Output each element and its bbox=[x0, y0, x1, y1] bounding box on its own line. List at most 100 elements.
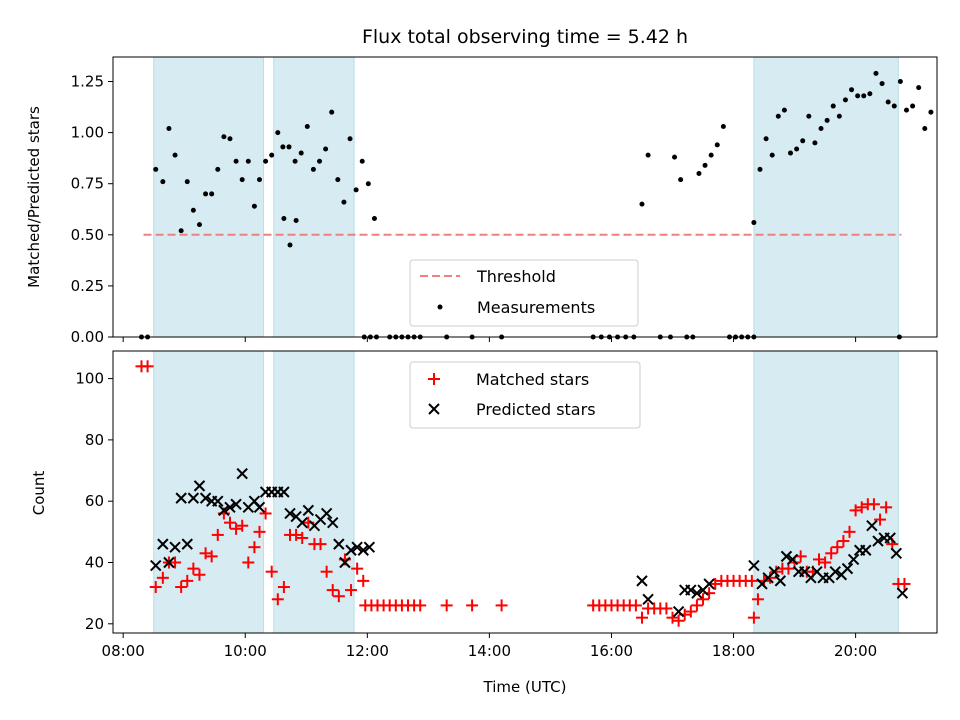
matched-star-point bbox=[223, 516, 236, 529]
measurement-point bbox=[928, 109, 934, 115]
measurement-point bbox=[916, 85, 922, 91]
top-shaded-intervals bbox=[153, 56, 899, 338]
bottom-y-tick-label: 60 bbox=[85, 492, 104, 510]
matched-star-point bbox=[751, 593, 764, 606]
measurement-point bbox=[708, 152, 714, 158]
measurement-point bbox=[812, 140, 818, 146]
threshold-legend-label: Threshold bbox=[476, 267, 556, 286]
matched-star-point bbox=[332, 590, 345, 603]
measurement-point bbox=[275, 130, 281, 136]
top-y-tick-label: 1.25 bbox=[71, 73, 104, 91]
x-tick-label: 08:00 bbox=[102, 642, 145, 660]
predicted-star-point bbox=[163, 556, 175, 569]
matched-star-point bbox=[326, 584, 339, 597]
matched-star-point bbox=[205, 550, 218, 563]
measurements-legend-label: Measurements bbox=[477, 298, 595, 317]
measurement-point bbox=[769, 152, 775, 158]
top-y-tick-label: 0.50 bbox=[71, 226, 104, 244]
matched-star-point bbox=[849, 504, 862, 517]
top-y-tick-label: 0.25 bbox=[71, 277, 104, 295]
predicted-star-point bbox=[339, 556, 351, 569]
measurement-point bbox=[696, 170, 702, 176]
measurement-point bbox=[293, 218, 299, 224]
matched-star-point bbox=[351, 562, 364, 575]
measurement-point bbox=[867, 91, 873, 97]
matched-star-point bbox=[666, 611, 679, 624]
x-tick-label: 10:00 bbox=[224, 642, 267, 660]
matched-star-point bbox=[819, 556, 832, 569]
matched-star-point bbox=[825, 547, 838, 560]
measurement-point bbox=[371, 215, 377, 221]
bottom-shaded-interval bbox=[153, 350, 265, 634]
measurement-point bbox=[298, 150, 304, 156]
predicted-star-point bbox=[327, 516, 339, 529]
predicted-star-point bbox=[780, 550, 793, 563]
matched-legend-label: Matched stars bbox=[476, 370, 589, 389]
predicted-star-point bbox=[169, 541, 181, 553]
measurement-point bbox=[639, 201, 645, 207]
measurement-point bbox=[763, 136, 769, 142]
measurement-point bbox=[335, 177, 341, 183]
x-tick-label: 12:00 bbox=[346, 642, 389, 660]
matched-star-point bbox=[248, 541, 261, 554]
top-y-tick-label: 0.75 bbox=[71, 175, 104, 193]
measurement-point bbox=[751, 220, 757, 226]
top-series bbox=[138, 70, 934, 340]
top-shaded-interval bbox=[753, 56, 899, 338]
matched-star-point bbox=[635, 611, 648, 624]
matched-star-point bbox=[253, 525, 266, 538]
predicted-star-point bbox=[345, 544, 357, 556]
matched-star-point bbox=[141, 360, 154, 373]
measurement-point bbox=[836, 113, 842, 119]
matched-star-point bbox=[764, 571, 777, 584]
measurement-point bbox=[897, 79, 903, 85]
top-shaded-interval bbox=[273, 56, 355, 338]
measurement-point bbox=[153, 166, 159, 172]
predicted-star-point bbox=[672, 605, 685, 618]
top-legend: Threshold Measurements bbox=[409, 259, 639, 327]
measurement-point bbox=[757, 166, 763, 172]
predicted-star-point bbox=[748, 559, 760, 572]
measurement-point bbox=[256, 177, 262, 183]
matched-star-point bbox=[259, 507, 272, 520]
predicted-star-point bbox=[284, 507, 296, 520]
bottom-panel: 08:00 10:00 12:00 14:00 16:00 18:00 20:00 20 40 6… bbox=[30, 350, 938, 696]
matched-star-point bbox=[277, 581, 290, 594]
measurement-point bbox=[861, 93, 867, 99]
predicted-star-point bbox=[829, 565, 841, 578]
measurement-point bbox=[184, 179, 190, 185]
bottom-y-axis-label: Count bbox=[30, 471, 48, 516]
matched-star-point bbox=[709, 577, 722, 590]
bottom-y-tick-label: 40 bbox=[85, 554, 104, 572]
measurement-point bbox=[702, 162, 708, 168]
bottom-y-tick-label: 20 bbox=[85, 615, 104, 633]
x-tick-label: 20:00 bbox=[834, 642, 877, 660]
measurement-point bbox=[885, 99, 891, 105]
matched-star-point bbox=[193, 568, 206, 581]
x-tick-label: 18:00 bbox=[712, 642, 755, 660]
bottom-y-tick-label: 100 bbox=[75, 370, 104, 388]
matched-star-point bbox=[169, 556, 182, 569]
matched-star-point bbox=[690, 599, 703, 612]
predicted-star-point bbox=[774, 575, 787, 587]
predicted-star-point bbox=[768, 565, 780, 578]
measurement-point bbox=[287, 242, 293, 248]
matched-star-point bbox=[156, 571, 169, 584]
measurement-point bbox=[806, 113, 812, 119]
bottom-legend-box bbox=[409, 361, 641, 429]
matched-star-point bbox=[290, 528, 303, 541]
measurement-point bbox=[329, 109, 335, 115]
predicted-star-point bbox=[296, 516, 308, 529]
measurement-point bbox=[215, 166, 221, 172]
predicted-star-point bbox=[351, 541, 363, 553]
top-legend-box bbox=[409, 259, 639, 327]
matched-star-point bbox=[149, 581, 162, 594]
matched-star-point bbox=[414, 599, 427, 612]
predicted-star-point bbox=[866, 520, 878, 532]
top-y-axis-label: Matched/Predicted stars bbox=[25, 106, 43, 288]
measurement-point bbox=[678, 177, 684, 183]
predicted-star-point bbox=[691, 587, 703, 599]
matched-star-point bbox=[296, 531, 309, 544]
predicted-star-point bbox=[212, 495, 224, 507]
matched-star-point bbox=[357, 574, 370, 587]
